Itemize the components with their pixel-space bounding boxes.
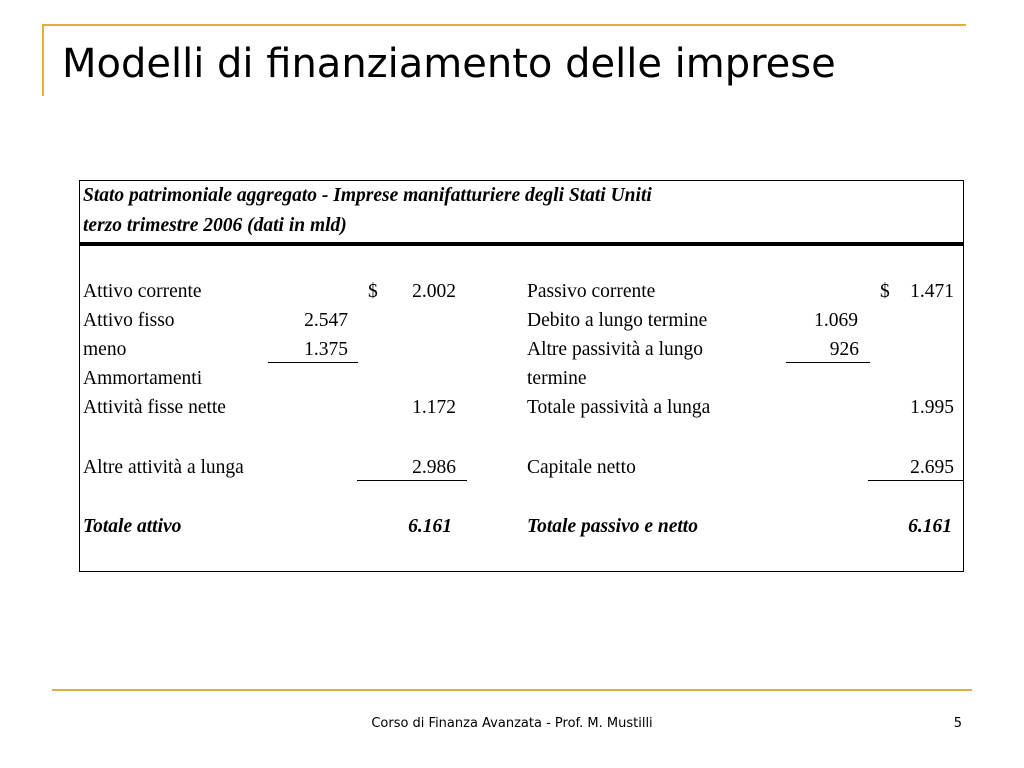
slide-title: Modelli di finanziamento delle imprese <box>62 41 836 87</box>
other-lt-liabilities-label: Altre passività a lungo <box>527 339 704 360</box>
equity-label: Capitale netto <box>527 457 636 478</box>
other-lt-assets-label: Altre attività a lunga <box>83 457 244 478</box>
lt-debt-value: 1.069 <box>814 310 858 331</box>
total-assets-value: 6.161 <box>408 516 452 537</box>
net-fixed-assets-value: 1.172 <box>412 397 456 418</box>
current-assets-label: Attivo corrente <box>83 281 202 302</box>
depreciation-label: meno <box>83 339 127 360</box>
title-accent-bracket <box>42 24 966 96</box>
current-assets-currency: $ <box>368 281 378 302</box>
footer-accent-line <box>52 689 972 691</box>
table-header-line-2: terzo trimestre 2006 (dati in mld) <box>83 215 347 236</box>
table-header-line-1: Stato patrimoniale aggregato - Imprese m… <box>83 185 652 206</box>
equity-value: 2.695 <box>868 456 963 481</box>
balance-sheet-table: Stato patrimoniale aggregato - Imprese m… <box>79 180 964 572</box>
total-lt-liabilities-value: 1.995 <box>910 397 954 418</box>
current-liabilities-label: Passivo corrente <box>527 281 656 302</box>
other-lt-liabilities-value: 926 <box>786 338 870 363</box>
depreciation-value: 1.375 <box>268 338 358 363</box>
lt-debt-label: Debito a lungo termine <box>527 310 708 331</box>
fixed-assets-value: 2.547 <box>304 310 348 331</box>
current-liabilities-value: 1.471 <box>910 281 954 302</box>
total-lt-liabilities-label: Totale passività a lunga <box>527 397 711 418</box>
table-header: Stato patrimoniale aggregato - Imprese m… <box>80 181 963 246</box>
footer-course-credit: Corso di Finanza Avanzata - Prof. M. Mus… <box>371 716 653 731</box>
current-assets-value: 2.002 <box>412 281 456 302</box>
current-liabilities-currency: $ <box>880 281 890 302</box>
total-liabilities-equity-value: 6.161 <box>908 516 952 537</box>
other-lt-assets-value: 2.986 <box>357 456 467 481</box>
net-fixed-assets-label: Attività fisse nette <box>83 397 226 418</box>
page-number: 5 <box>953 716 962 731</box>
other-lt-liabilities-label-cont: termine <box>527 368 587 389</box>
depreciation-label-cont: Ammortamenti <box>83 368 203 389</box>
fixed-assets-label: Attivo fisso <box>83 310 175 331</box>
total-liabilities-equity-label: Totale passivo e netto <box>527 516 698 537</box>
total-assets-label: Totale attivo <box>83 516 182 537</box>
